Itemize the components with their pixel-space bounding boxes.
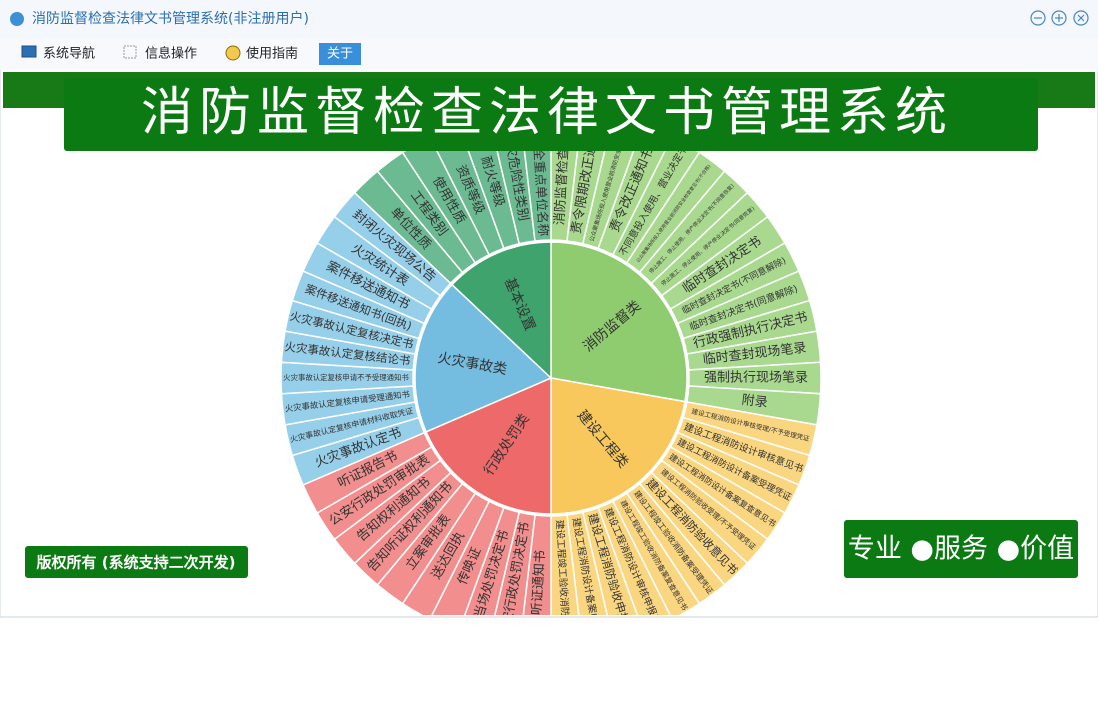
sunburst-chart: 消防监督类消防监督检查记录责令限期改正通知书公众聚集场所投入使用营业前消防安全检… bbox=[280, 107, 822, 616]
slogan-box bbox=[844, 520, 1078, 578]
slogan: 专业 ●服务 ●价值 bbox=[848, 534, 1074, 565]
menu-item[interactable]: 关于 bbox=[327, 47, 353, 62]
menu-item[interactable]: 信息操作 bbox=[145, 46, 197, 62]
group-segment bbox=[550, 377, 686, 515]
minimize-button[interactable] bbox=[1030, 10, 1046, 26]
title-bar bbox=[0, 0, 1098, 38]
menu-icon bbox=[225, 45, 241, 61]
item-label: 附录 bbox=[741, 393, 769, 411]
group-segment bbox=[414, 283, 553, 433]
item-label: 强制执行现场笔录 bbox=[704, 370, 808, 386]
window-buttons bbox=[1030, 10, 1089, 26]
menu-bar bbox=[0, 38, 1098, 70]
menu-icon bbox=[123, 45, 137, 59]
close-button[interactable] bbox=[1073, 10, 1089, 26]
app-icon bbox=[10, 12, 24, 26]
banner bbox=[64, 78, 1038, 151]
banner-title: 消防监督检查法律文书管理系统 bbox=[141, 83, 953, 143]
menu-item[interactable]: 系统导航 bbox=[43, 46, 95, 62]
group-segment bbox=[550, 241, 688, 403]
copyright: 版权所有 (系统支持二次开发) bbox=[37, 554, 236, 572]
item-label: 听证通知书 bbox=[529, 550, 549, 616]
menu-button[interactable] bbox=[319, 43, 361, 65]
close-icon bbox=[1077, 14, 1085, 22]
item-label: 火灾事故认定复核申请不予受理通知书 bbox=[283, 373, 409, 382]
group-segment bbox=[451, 241, 552, 380]
menu-item[interactable]: 使用指南 bbox=[246, 46, 298, 62]
maximize-button[interactable] bbox=[1051, 10, 1067, 26]
copyright-box bbox=[25, 546, 248, 578]
group-segment bbox=[425, 376, 552, 515]
menu-icon bbox=[21, 45, 37, 58]
window-title: 消防监督检查法律文书管理系统(非注册用户) bbox=[32, 10, 309, 27]
